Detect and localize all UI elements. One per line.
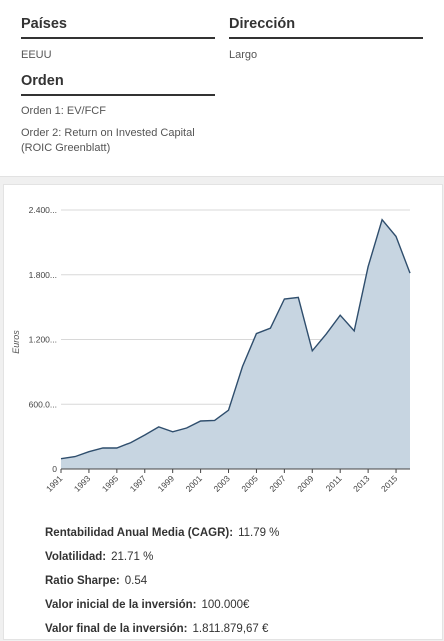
stat-sharpe: Ratio Sharpe: 0.54	[45, 569, 279, 593]
orden-item-2-cont: (ROIC Greenblatt)	[21, 141, 215, 156]
stat-label: Valor inicial de la inversión:	[45, 599, 196, 611]
direccion-value: Largo	[229, 48, 423, 63]
backtest-chart-panel: 0 600.0... 1.200... 1.800... 2.400... 1991 199…	[3, 184, 443, 640]
y-tick-label: 1.200...	[29, 335, 57, 345]
x-tick-label: 2007	[267, 473, 288, 494]
stat-value: 100.000€	[201, 599, 249, 611]
y-tick-label: 600.0...	[29, 399, 57, 409]
stat-final-value: Valor final de la inversión: 1.811.879,67…	[45, 617, 279, 641]
paises-value: EEUU	[21, 48, 215, 63]
orden-item-1: Orden 1: EV/FCF	[21, 104, 215, 119]
y-tick-label: 1.800...	[29, 270, 57, 280]
y-tick-label: 0	[52, 464, 57, 474]
stat-label: Ratio Sharpe:	[45, 575, 120, 587]
stat-cagr: Rentabilidad Anual Media (CAGR): 11.79 %	[45, 521, 279, 545]
x-tick-label: 1993	[72, 473, 93, 494]
direccion-section: Dirección Largo	[229, 16, 423, 63]
x-tick-label: 2009	[295, 473, 316, 494]
x-tick-label: 2005	[239, 473, 260, 494]
orden-title: Orden	[21, 73, 215, 96]
stat-value: 1.811.879,67 €	[193, 623, 269, 635]
x-tick-label: 2015	[379, 473, 400, 494]
y-axis-label: Euros	[11, 330, 21, 354]
x-tick-label: 2001	[184, 473, 205, 494]
x-tick-label: 1995	[100, 473, 121, 494]
x-tick-label: 2013	[351, 473, 372, 494]
stat-value: 0.54	[125, 575, 147, 587]
paises-section: Países EEUU	[21, 16, 215, 63]
stat-label: Valor final de la inversión:	[45, 623, 188, 635]
direccion-title: Dirección	[229, 16, 423, 39]
strategy-filters-panel: Países EEUU Dirección Largo Orden Orden …	[0, 0, 444, 177]
orden-section: Orden Orden 1: EV/FCF Order 2: Return on…	[21, 73, 215, 156]
x-tick-label: 2003	[211, 473, 232, 494]
x-tick-label: 1991	[44, 473, 65, 494]
stat-value: 11.79 %	[238, 527, 279, 539]
series-area	[61, 220, 410, 469]
x-tick-label: 2011	[324, 473, 344, 493]
orden-item-2: Order 2: Return on Invested Capital	[21, 126, 215, 141]
stat-value: 21.71 %	[111, 551, 153, 563]
stat-initial-value: Valor inicial de la inversión: 100.000€	[45, 593, 279, 617]
y-tick-label: 2.400...	[29, 205, 57, 215]
performance-stats: Rentabilidad Anual Media (CAGR):11.79 % …	[45, 521, 279, 641]
stat-label: Rentabilidad Anual Media (CAGR):	[45, 527, 233, 539]
x-tick-label: 1997	[128, 473, 149, 494]
stat-volatility: Volatilidad: 21.71 %	[45, 545, 279, 569]
equity-area-chart: 0 600.0... 1.200... 1.800... 2.400... 1991 199…	[4, 185, 442, 515]
stat-label: Volatilidad:	[45, 551, 106, 563]
x-tick-label: 1999	[156, 473, 177, 494]
paises-title: Países	[21, 16, 215, 39]
